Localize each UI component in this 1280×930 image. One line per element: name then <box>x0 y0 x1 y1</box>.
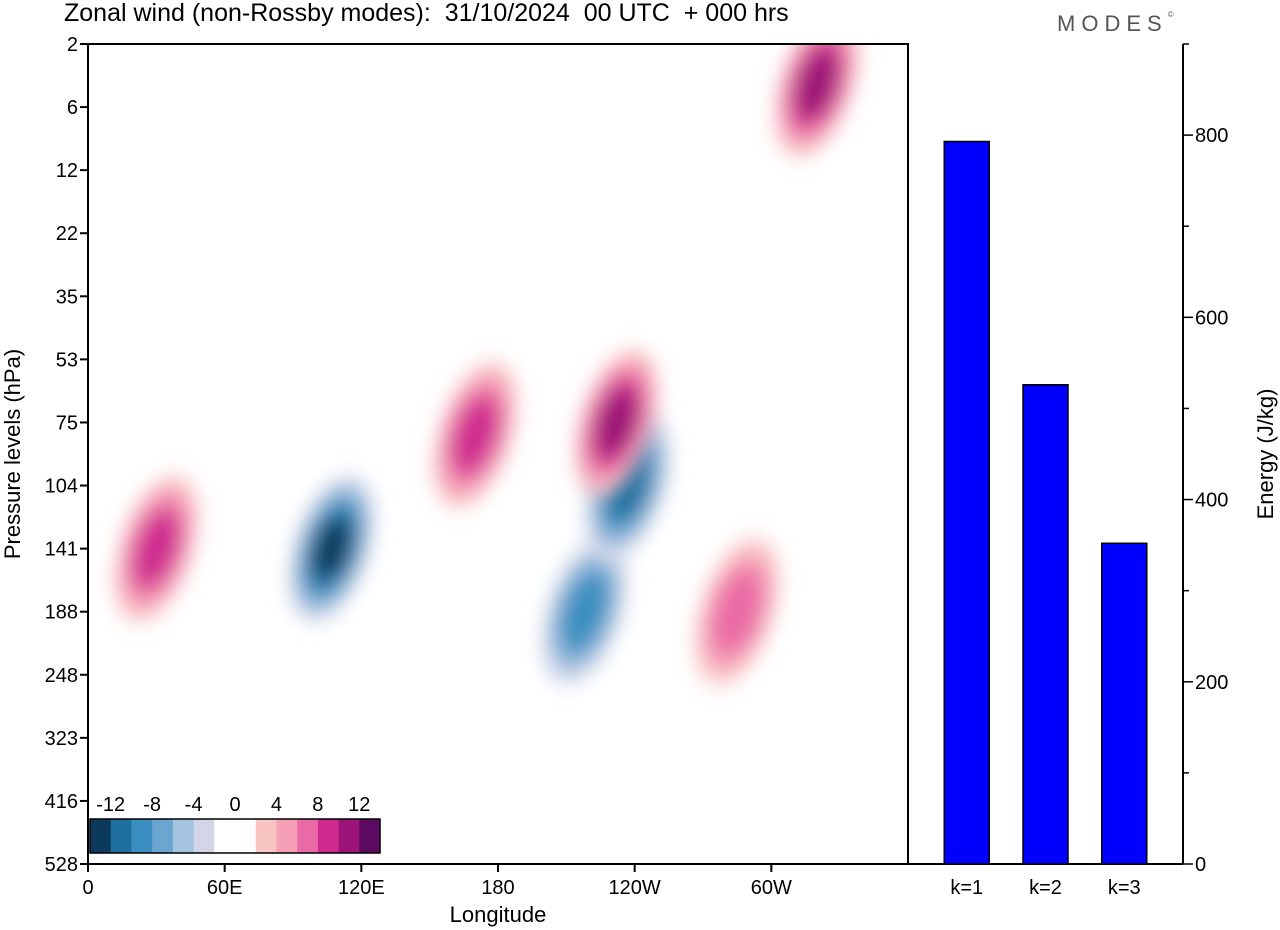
colorbar: -12 -8 -4 0 4 8 12 <box>89 794 381 854</box>
y-tick-label: 104 <box>45 476 78 498</box>
bar-x-axis: k=1 k=2 k=3 <box>950 877 1140 899</box>
bar-category-label: k=1 <box>950 877 983 899</box>
y-tick-label: 188 <box>45 602 78 624</box>
colorbar-swatch <box>131 819 153 853</box>
x-axis-label: Longitude <box>450 902 547 927</box>
energy-axis-label: Energy (J/kg) <box>1253 389 1278 520</box>
y-tick-label: 6 <box>67 97 78 119</box>
bar-y-tick-label: 400 <box>1195 490 1228 512</box>
x-tick-label: 60W <box>751 877 792 899</box>
colorbar-label: 4 <box>271 794 282 816</box>
easterly-wind-anomaly <box>543 538 627 685</box>
heatmap-panel: 2 6 12 22 35 53 75 104 141 188 248 323 416 528 0 60E 12… <box>45 34 909 899</box>
colorbar-swatch <box>172 819 195 853</box>
bar-y-axis: 0 200 400 600 800 <box>1183 43 1228 876</box>
colorbar-swatch <box>338 819 360 853</box>
westerly-wind-anomaly <box>114 475 198 622</box>
heatmap-x-axis: 0 60E 120E 180 120W 60W <box>82 864 792 899</box>
contour-band <box>452 397 499 473</box>
y-tick-label: 35 <box>56 286 78 308</box>
contour-band <box>133 511 180 587</box>
contour-band <box>595 388 638 456</box>
contour-band <box>711 568 764 656</box>
y-tick-label: 416 <box>45 791 78 813</box>
colorbar-swatch <box>152 819 174 853</box>
heatmap-field <box>114 44 859 685</box>
y-tick-label: 53 <box>56 349 78 371</box>
colorbar-frame <box>89 818 381 854</box>
x-tick-label: 0 <box>82 877 93 899</box>
bar-category-label: k=2 <box>1029 877 1062 899</box>
energy-bar <box>943 140 990 865</box>
westerly-wind-anomaly <box>775 44 859 157</box>
colorbar-label: -8 <box>143 794 161 816</box>
energy-bar <box>1022 384 1069 865</box>
y-tick-label: 141 <box>45 539 78 561</box>
colorbar-label: -4 <box>185 794 203 816</box>
bar-category-label: k=3 <box>1108 877 1141 899</box>
colorbar-label: -12 <box>96 794 125 816</box>
y-tick-label: 528 <box>45 854 78 876</box>
bar-y-tick-label: 600 <box>1195 307 1228 329</box>
y-tick-label: 75 <box>56 412 78 434</box>
westerly-wind-anomaly <box>574 349 658 496</box>
colorbar-label: 12 <box>348 794 370 816</box>
y-tick-label: 2 <box>67 34 78 56</box>
x-tick-label: 120E <box>338 877 385 899</box>
bar-y-tick-label: 800 <box>1195 125 1228 147</box>
colorbar-swatch <box>110 819 132 853</box>
colorbar-swatch <box>276 819 298 853</box>
y-tick-label: 248 <box>45 665 78 687</box>
energy-bar-panel: 0 200 400 600 800 k=1 k=2 k=3 <box>908 43 1228 899</box>
contour-band <box>796 50 838 118</box>
y-tick-label: 12 <box>56 160 78 182</box>
colorbar-swatch <box>255 819 277 853</box>
heatmap-y-axis: 2 6 12 22 35 53 75 104 141 188 248 323 416 528 <box>45 34 88 876</box>
colorbar-label: 8 <box>312 794 323 816</box>
modes-logo: MODES© <box>1057 10 1174 37</box>
bar-y-tick-label: 0 <box>1195 854 1206 876</box>
colorbar-swatch <box>214 819 236 853</box>
westerly-wind-anomaly <box>433 361 517 509</box>
colorbar-swatch <box>235 819 257 853</box>
contour-band <box>561 574 608 650</box>
colorbar-swatch <box>193 819 215 853</box>
westerly-wind-anomaly <box>695 538 779 685</box>
colorbar-swatch <box>297 819 319 853</box>
y-axis-label: Pressure levels (hPa) <box>0 349 25 559</box>
bar-y-tick-label: 200 <box>1195 672 1228 694</box>
contour-band <box>312 517 351 580</box>
colorbar-swatch <box>90 819 112 853</box>
colorbar-swatch <box>359 819 381 853</box>
x-tick-label: 120W <box>609 877 661 899</box>
energy-bar <box>1101 542 1148 865</box>
chart-title: Zonal wind (non-Rossby modes): 31/10/202… <box>64 0 789 27</box>
brand-mark: © <box>1167 10 1174 19</box>
colorbar-swatch <box>317 819 340 853</box>
y-tick-label: 22 <box>56 223 78 245</box>
y-tick-label: 323 <box>45 728 78 750</box>
easterly-wind-anomaly <box>290 475 374 622</box>
bar-series <box>943 140 1148 865</box>
x-tick-label: 180 <box>481 877 514 899</box>
colorbar-label: 0 <box>229 794 240 816</box>
brand-text: MODES <box>1057 11 1168 36</box>
x-tick-label: 60E <box>207 877 243 899</box>
